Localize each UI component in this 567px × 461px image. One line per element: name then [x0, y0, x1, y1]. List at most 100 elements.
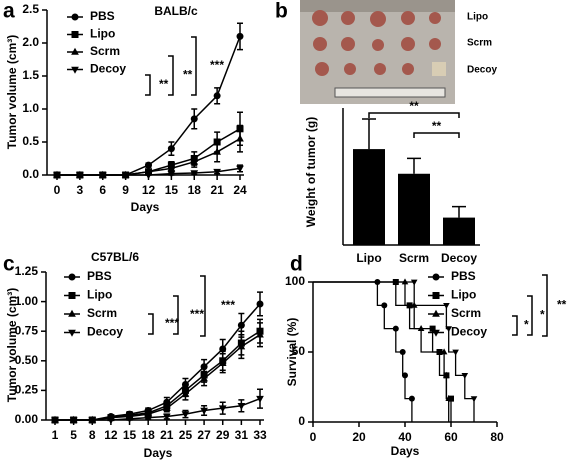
y-tick-label: 0.5	[22, 134, 39, 148]
significance-bracket	[145, 74, 151, 96]
legend-label: Scrm	[90, 44, 120, 58]
survival-curve	[313, 281, 450, 422]
x-tick-label: 20	[352, 430, 366, 444]
legend-label: Decoy	[451, 325, 487, 339]
marker	[144, 172, 153, 180]
series-line	[55, 397, 261, 421]
error-bar	[407, 157, 421, 174]
x-tick-label: 0	[310, 430, 317, 444]
bar	[398, 173, 430, 245]
y-axis-label: Tumor volume (cm³)	[5, 35, 19, 149]
image-label: Scrm	[467, 38, 492, 49]
y-tick-label: 0.00	[15, 412, 39, 426]
chart-title: BALB/c	[154, 4, 198, 18]
marker	[53, 172, 61, 180]
marker	[68, 329, 76, 337]
y-axis-label: Tumor volume (cm³)	[5, 288, 19, 402]
marker	[68, 292, 76, 299]
marker	[218, 358, 227, 366]
marker	[71, 47, 79, 55]
x-tick-label: Scrm	[399, 251, 429, 265]
x-tick-label: 40	[398, 430, 412, 444]
marker	[399, 349, 406, 355]
marker	[256, 330, 264, 338]
significance-label: ***	[165, 316, 179, 330]
x-tick-label: Lipo	[356, 251, 381, 265]
marker	[167, 170, 176, 178]
panel-letter: c	[3, 253, 15, 276]
image-label: Decoy	[467, 65, 497, 76]
marker	[445, 326, 452, 333]
significance-bracket	[191, 36, 197, 96]
marker	[167, 164, 176, 172]
marker	[408, 395, 415, 402]
legend-label: Scrm	[451, 306, 481, 320]
marker	[145, 161, 152, 169]
marker	[402, 372, 408, 379]
bar	[353, 149, 385, 245]
marker	[429, 325, 436, 332]
y-tick-label: 50	[292, 344, 306, 358]
significance-bracket	[200, 275, 206, 337]
marker	[68, 309, 76, 317]
marker	[440, 348, 448, 355]
marker	[51, 417, 59, 425]
marker	[392, 325, 399, 332]
y-tick-label: 2.5	[22, 2, 39, 16]
x-tick-label: 60	[444, 430, 458, 444]
marker	[461, 372, 469, 379]
marker	[470, 396, 478, 403]
x-tick-label: 5	[70, 428, 77, 442]
marker	[448, 395, 454, 402]
significance-label: ***	[221, 298, 235, 312]
panel-letter: b	[275, 0, 288, 23]
legend-label: PBS	[87, 269, 112, 283]
x-tick-label: 18	[188, 183, 202, 197]
legend-label: Lipo	[87, 288, 112, 302]
marker	[236, 134, 244, 142]
y-axis-label: Survival (%)	[285, 318, 299, 387]
marker	[88, 417, 97, 425]
marker	[256, 300, 264, 308]
marker	[71, 66, 79, 74]
legend-label: Scrm	[87, 306, 117, 320]
marker	[443, 371, 450, 378]
marker	[432, 309, 440, 317]
x-tick-label: 8	[89, 428, 96, 442]
panel-letter: d	[290, 253, 303, 276]
x-tick-label: 80	[490, 430, 504, 444]
y-tick-label: 0	[298, 414, 305, 428]
y-tick-label: 1.25	[15, 264, 39, 278]
significance-label: **	[557, 298, 567, 312]
significance-bracket	[512, 315, 518, 336]
marker	[213, 168, 221, 176]
x-tick-label: 33	[253, 428, 267, 442]
tumors	[312, 10, 441, 76]
x-tick-label: 15	[123, 428, 137, 442]
marker	[68, 273, 76, 281]
chart-title: C57BL/6	[91, 250, 139, 264]
x-axis-label: Days	[144, 446, 173, 460]
marker	[236, 32, 244, 40]
significance-bracket	[168, 55, 174, 96]
x-tick-label: 31	[235, 428, 249, 442]
marker	[256, 395, 264, 403]
x-tick-label: 29	[216, 428, 230, 442]
y-tick-label: 1.0	[22, 101, 39, 115]
marker	[432, 292, 440, 299]
marker	[452, 349, 459, 356]
tumor-photo	[300, 0, 455, 104]
x-tick-label: 6	[99, 183, 106, 197]
x-tick-label: 3	[77, 183, 84, 197]
y-tick-label: 0.75	[15, 323, 39, 337]
panel-letter: a	[3, 0, 15, 23]
significance-bracket	[413, 132, 460, 138]
decoy-tumor	[432, 62, 446, 76]
x-tick-label: 12	[142, 183, 156, 197]
marker	[218, 405, 227, 413]
marker	[237, 321, 245, 329]
marker	[144, 414, 153, 422]
legend-label: Decoy	[87, 325, 123, 339]
x-tick-label: 21	[210, 183, 224, 197]
